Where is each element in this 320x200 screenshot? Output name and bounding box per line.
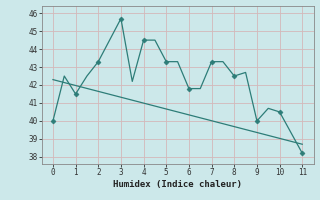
X-axis label: Humidex (Indice chaleur): Humidex (Indice chaleur) (113, 180, 242, 189)
